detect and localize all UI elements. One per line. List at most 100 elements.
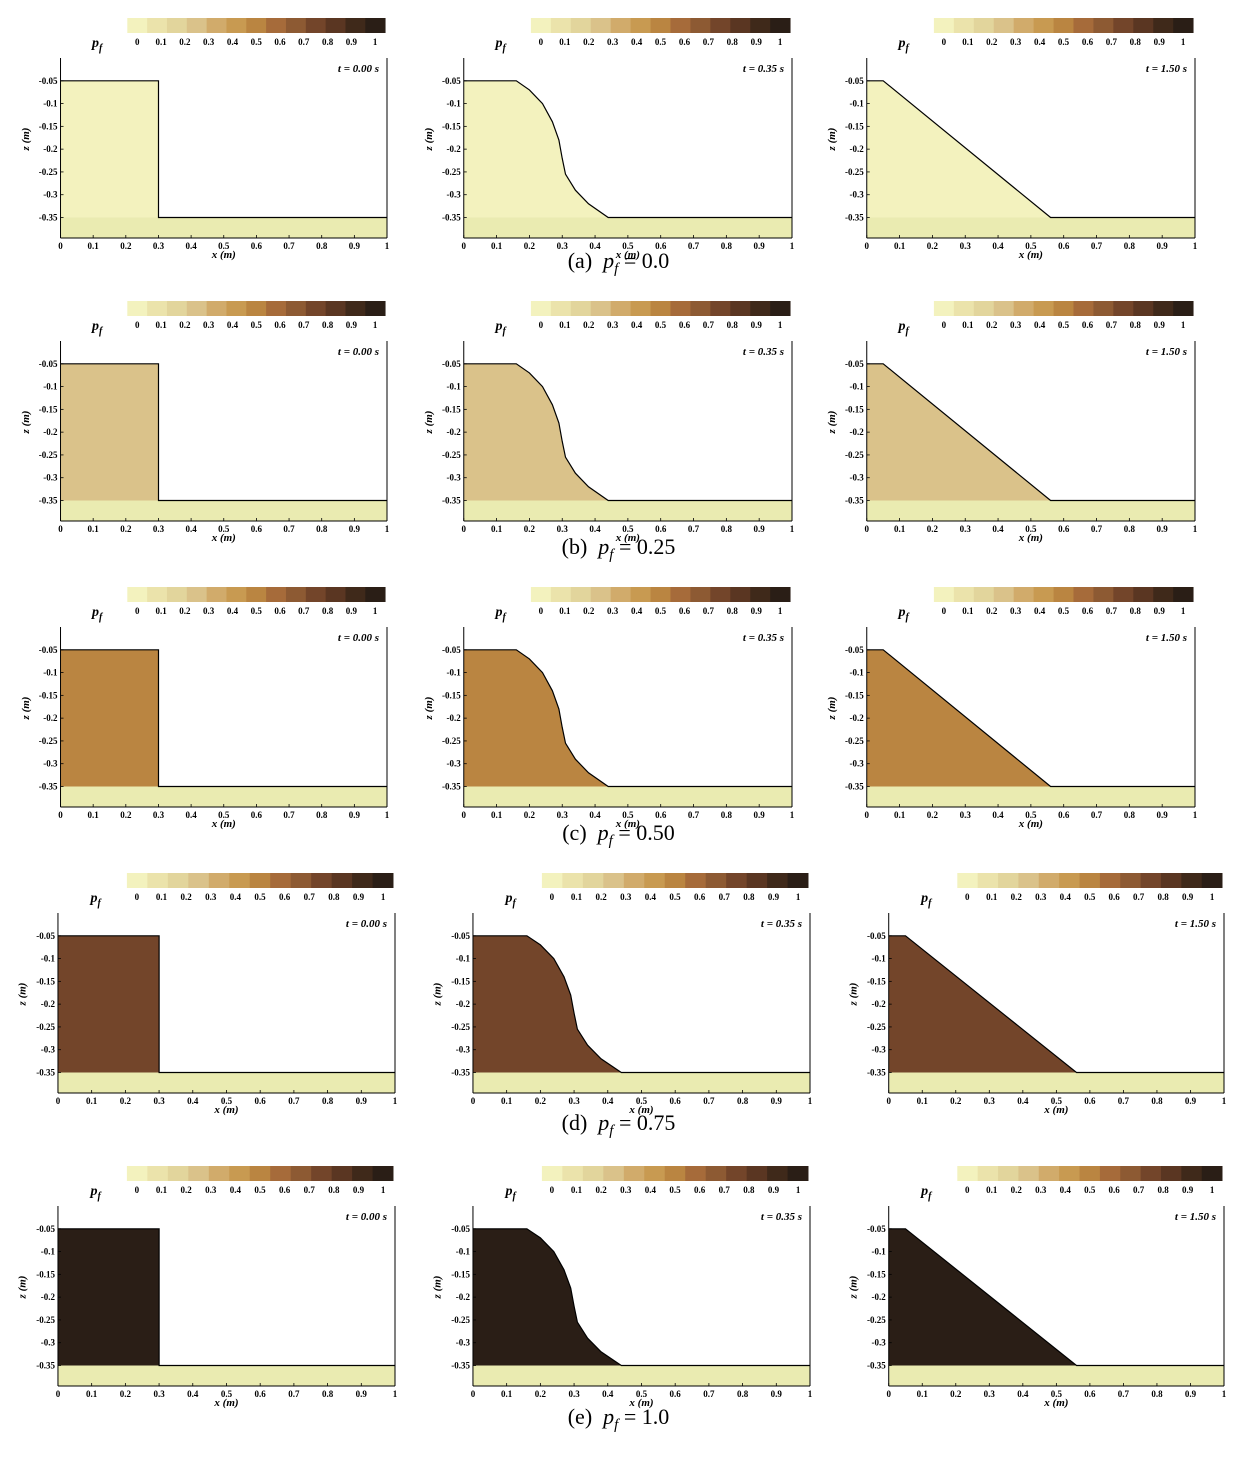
- x-tick-label: 1: [1222, 1096, 1227, 1106]
- x-tick-label: 0.2: [120, 1389, 132, 1399]
- z-tick-label: -0.35: [39, 212, 58, 222]
- granular-body: [463, 649, 792, 787]
- colorbar-segment: [630, 301, 651, 316]
- x-tick-label: 0.2: [927, 241, 939, 251]
- colorbar-tick-label: 0.3: [203, 606, 215, 616]
- colorbar-segment: [1133, 18, 1154, 33]
- x-tick-label: 0.5: [636, 1096, 648, 1106]
- colorbar-tick-label: 0: [135, 320, 140, 330]
- x-tick-label: 0.5: [622, 241, 634, 251]
- x-tick-label: 0.7: [288, 1096, 300, 1106]
- colorbar-tick-label: 0.9: [768, 892, 780, 902]
- z-tick-label: -0.35: [451, 1360, 470, 1370]
- colorbar-segment: [1038, 873, 1060, 888]
- x-tick-label: 0: [865, 524, 870, 534]
- x-tick-label: 0.3: [960, 810, 972, 820]
- caption-symbol-sub: f: [609, 547, 614, 563]
- colorbar-segment: [664, 873, 686, 888]
- colorbar-segment: [186, 301, 208, 316]
- colorbar-segment: [1140, 873, 1162, 888]
- z-tick-label: -0.2: [456, 999, 471, 1009]
- x-tick-label: 0: [471, 1096, 476, 1106]
- colorbar-tick-label: 0.9: [353, 892, 365, 902]
- caption-value: = 0.50: [612, 820, 675, 845]
- colorbar-tick-label: 0.7: [703, 320, 715, 330]
- colorbar-tick-label: 0.6: [274, 37, 286, 47]
- subplot-panel: pf 0 0.1 0.2 0.3 0.4 0.5 0.6 0.7 0.8 0.9 1 0 0.1 0.2 0.…: [826, 18, 1198, 261]
- colorbar-segment: [1059, 873, 1080, 888]
- colorbar-segment: [208, 1166, 230, 1181]
- x-tick-label: 0.7: [1091, 241, 1103, 251]
- x-axis-label: x (m): [1018, 249, 1043, 261]
- bed-layer: [60, 217, 388, 238]
- x-tick-label: 0.8: [1124, 524, 1136, 534]
- colorbar-tick-label: 0.5: [251, 37, 263, 47]
- colorbar-segment: [644, 1166, 666, 1181]
- colorbar-tick-label: 0.9: [346, 320, 358, 330]
- z-tick-label: -0.25: [451, 1315, 470, 1325]
- colorbar-segment: [166, 587, 188, 602]
- colorbar-segment: [127, 18, 148, 33]
- x-tick-label: 0.8: [316, 810, 328, 820]
- colorbar-segment: [767, 873, 789, 888]
- z-tick-label: -0.05: [36, 931, 55, 941]
- colorbar-segment: [1153, 587, 1174, 602]
- colorbar-label-sub: f: [99, 612, 104, 623]
- z-tick-label: -0.25: [845, 736, 864, 746]
- colorbar-segment: [1201, 1166, 1223, 1181]
- x-tick-label: 0.5: [1025, 810, 1037, 820]
- colorbar-tick-label: 0.1: [962, 606, 974, 616]
- x-tick-label: 0.6: [1084, 1389, 1096, 1399]
- z-tick-label: -0.25: [451, 1022, 470, 1032]
- colorbar-segment: [977, 873, 999, 888]
- x-tick-label: 0.7: [688, 241, 700, 251]
- x-tick-label: 1: [385, 810, 390, 820]
- colorbar-segment: [650, 587, 671, 602]
- x-tick-label: 0.3: [960, 241, 972, 251]
- colorbar-tick-label: 1: [796, 1185, 801, 1195]
- x-tick-label: 1: [808, 1096, 813, 1106]
- colorbar-tick-label: 0.4: [1034, 320, 1046, 330]
- colorbar-segment: [290, 1166, 312, 1181]
- z-tick-label: -0.25: [867, 1315, 886, 1325]
- z-tick-label: -0.35: [845, 781, 864, 791]
- colorbar-segment: [730, 18, 751, 33]
- colorbar-tick-label: 0: [539, 37, 544, 47]
- free-surface-line: [60, 649, 387, 788]
- colorbar-tick-label: 0.2: [583, 606, 595, 616]
- granular-body: [888, 1228, 1224, 1366]
- colorbar-label-sub: f: [99, 43, 104, 54]
- x-tick-label: 0.3: [557, 810, 569, 820]
- colorbar: pf 0 0.1 0.2 0.3 0.4 0.5 0.6 0.7 0.8 0.9 1: [91, 301, 386, 337]
- granular-body: [58, 1228, 395, 1366]
- colorbar-segment: [610, 18, 632, 33]
- x-tick-label: 0.6: [255, 1096, 267, 1106]
- caption-label: (c): [562, 820, 598, 845]
- colorbar-segment: [311, 1166, 333, 1181]
- z-tick-label: -0.25: [39, 450, 58, 460]
- colorbar-segment: [1113, 18, 1134, 33]
- z-axis-label: z (m): [20, 128, 32, 152]
- colorbar-segment: [750, 301, 771, 316]
- granular-body: [60, 363, 387, 501]
- free-surface-line: [473, 1228, 810, 1367]
- colorbar-segment: [1073, 587, 1094, 602]
- x-axis-label: x (m): [615, 532, 640, 544]
- colorbar-segment: [166, 18, 188, 33]
- z-axis-label: z (m): [431, 1276, 443, 1300]
- colorbar-tick-label: 0.8: [1130, 320, 1142, 330]
- colorbar-tick-label: 0.4: [1034, 37, 1046, 47]
- colorbar-tick-label: 0.7: [703, 37, 715, 47]
- colorbar-tick-label: 0.2: [986, 320, 998, 330]
- colorbar-tick-label: 0.8: [322, 320, 334, 330]
- free-surface-line: [58, 1228, 395, 1367]
- z-tick-label: -0.15: [451, 976, 470, 986]
- bed-layer: [866, 217, 1195, 238]
- colorbar-tick-label: 0.6: [694, 1185, 706, 1195]
- z-tick-label: -0.3: [850, 759, 865, 769]
- z-tick-label: -0.2: [456, 1292, 471, 1302]
- z-tick-label: -0.1: [447, 382, 462, 392]
- x-tick-label: 0.5: [622, 524, 634, 534]
- x-tick-label: 0.9: [349, 810, 361, 820]
- colorbar-segment: [365, 587, 386, 602]
